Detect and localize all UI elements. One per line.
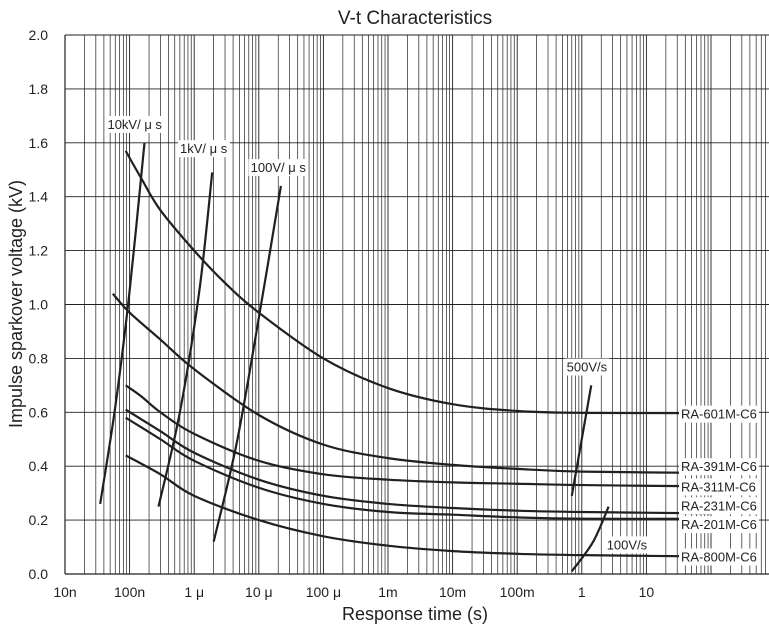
y-tick-label: 1.8 (29, 81, 49, 97)
series-label: RA-601M-C6 (681, 407, 757, 422)
x-tick-label: 1m (378, 584, 397, 600)
label-layer: RA-601M-C6 RA-391M-C6 RA-311M-C6 RA-231M-C6… (105, 115, 759, 566)
x-tick-label: 1 μ (184, 584, 204, 600)
x-tick-label: 10n (53, 584, 76, 600)
y-tick-label: 0.4 (29, 458, 49, 474)
rate-line (157, 172, 214, 507)
rate-line (212, 185, 283, 542)
x-tick-label: 10m (439, 584, 466, 600)
x-tick-label: 100n (114, 584, 145, 600)
x-tick-label: 100m (500, 584, 535, 600)
series-label: RA-231M-C6 (681, 498, 757, 513)
series-layer (112, 150, 712, 558)
rate-line-label: 1kV/ μ s (180, 141, 228, 156)
rate-line (99, 142, 146, 505)
rate-line-label: 100V/s (607, 537, 648, 552)
series-label-background (679, 516, 759, 534)
rate-line (570, 385, 593, 497)
rate-line-label-background (178, 140, 230, 158)
series-line (112, 292, 712, 475)
series-label: RA-201M-C6 (681, 517, 757, 532)
x-tick-label: 10 μ (245, 584, 273, 600)
rate-line-label-background (564, 358, 610, 376)
series-label-background (679, 497, 759, 515)
rate-line (570, 506, 610, 572)
y-tick-label: 1.4 (29, 189, 49, 205)
y-tick-label: 0.6 (29, 404, 49, 420)
tick-label-layer: 0.0 0.2 0.4 0.6 0.8 1.0 1.2 1.4 1.6 1.8 2.0 10n 100n… (29, 27, 655, 600)
y-axis-title: Impulse sparkover voltage (kV) (6, 180, 26, 428)
series-label-background (679, 478, 758, 496)
rate-line-label-background (248, 159, 309, 177)
series-line (124, 150, 712, 415)
y-tick-label: 0.2 (29, 512, 49, 528)
rate-line-label: 500V/s (567, 359, 608, 374)
series-line (125, 384, 712, 488)
y-tick-label: 2.0 (29, 27, 49, 43)
rate-line-layer (99, 142, 610, 572)
series-line (125, 454, 712, 558)
rate-line-label: 100V/ μ s (251, 160, 307, 175)
x-tick-label: 1 (578, 584, 586, 600)
series-label: RA-311M-C6 (681, 479, 756, 494)
grid (64, 34, 769, 575)
series-label-background (679, 405, 759, 423)
series-line (125, 416, 712, 520)
y-tick-label: 1.6 (29, 135, 49, 151)
y-tick-label: 1.2 (29, 243, 49, 259)
x-tick-label: 100 μ (306, 584, 341, 600)
chart-title: V-t Characteristics (338, 8, 492, 29)
x-axis-title: Response time (s) (342, 604, 488, 624)
series-label: RA-391M-C6 (681, 459, 757, 474)
x-tick-label: 10 (639, 584, 655, 600)
series-label-background (679, 458, 759, 476)
rate-line-label-background (105, 115, 165, 133)
y-tick-label: 0.0 (29, 566, 49, 582)
y-tick-label: 0.8 (29, 350, 49, 366)
rate-line-label-background (604, 536, 650, 554)
series-label-background (679, 548, 759, 566)
series-line (125, 408, 712, 515)
rate-line-label: 10kV/ μ s (107, 117, 162, 132)
series-label: RA-800M-C6 (681, 549, 757, 564)
y-tick-label: 1.0 (29, 297, 49, 313)
